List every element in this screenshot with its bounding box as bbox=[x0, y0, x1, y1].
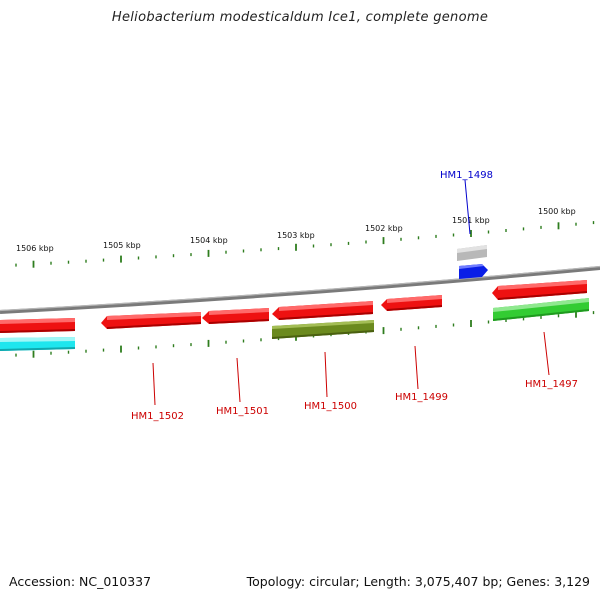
genome-title: Heliobacterium modesticaldum Ice1, compl… bbox=[111, 10, 489, 25]
leader-line-highlight bbox=[464, 179, 471, 235]
ruler-label: 1502 kbp bbox=[365, 224, 403, 233]
ruler-ticks-inner bbox=[15, 310, 595, 358]
ruler-label: 1501 kbp bbox=[452, 216, 490, 225]
ruler-label: 1504 kbp bbox=[190, 236, 228, 245]
leader-line bbox=[236, 357, 241, 403]
leader-line bbox=[414, 345, 419, 390]
gene-feature-hm1-1497[interactable] bbox=[492, 280, 587, 300]
gene-feature-cyan[interactable] bbox=[0, 337, 75, 351]
accession-text: Accession: NC_010337 bbox=[9, 574, 152, 589]
gene-feature-olive[interactable] bbox=[272, 320, 374, 339]
leader-line bbox=[543, 331, 550, 376]
gene-feature-green[interactable] bbox=[493, 298, 589, 321]
ruler-label: 1506 kbp bbox=[16, 244, 54, 253]
gene-feature-hm1-1498-gray[interactable] bbox=[457, 245, 487, 261]
gene-feature-hm1-1500[interactable] bbox=[272, 301, 373, 320]
gene-feature-hm1-1499[interactable] bbox=[381, 295, 442, 311]
genome-summary-text: Topology: circular; Length: 3,075,407 bp… bbox=[246, 574, 590, 589]
gene-label[interactable]: HM1_1501 bbox=[216, 406, 269, 417]
gene-label[interactable]: HM1_1497 bbox=[525, 379, 578, 390]
leader-line bbox=[324, 351, 328, 398]
ruler-label: 1505 kbp bbox=[103, 241, 141, 250]
genome-backbone bbox=[0, 266, 600, 314]
ruler-label: 1503 kbp bbox=[277, 231, 315, 240]
gene-label[interactable]: HM1_1499 bbox=[395, 392, 448, 403]
gene-label[interactable]: HM1_1500 bbox=[304, 401, 357, 412]
ruler-label: 1500 kbp bbox=[538, 207, 576, 216]
gene-feature-hm1-1498[interactable] bbox=[459, 264, 488, 279]
gene-label-highlight[interactable]: HM1_1498 bbox=[440, 170, 493, 181]
ruler-ticks-outer bbox=[15, 221, 595, 268]
leader-line bbox=[152, 362, 156, 406]
gene-feature-red[interactable] bbox=[0, 318, 75, 333]
gene-feature-hm1-1501[interactable] bbox=[202, 308, 269, 324]
gene-feature-hm1-1502[interactable] bbox=[101, 312, 201, 329]
gene-label[interactable]: HM1_1502 bbox=[131, 411, 184, 422]
